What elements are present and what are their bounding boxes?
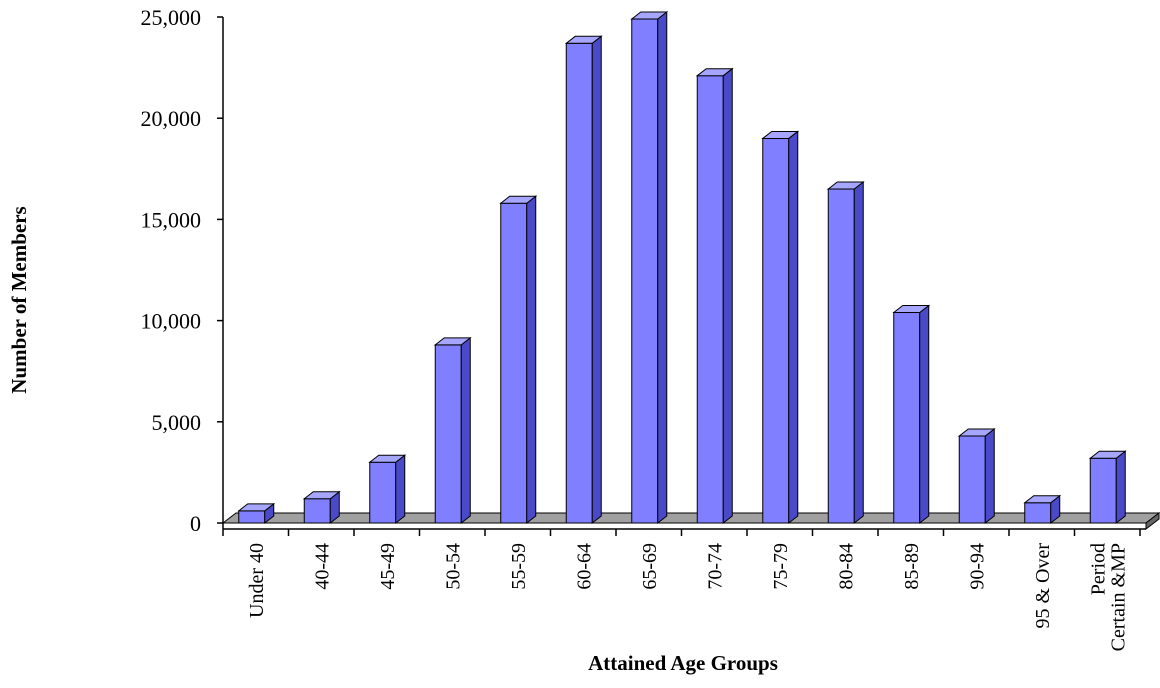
bar-side	[526, 195, 537, 525]
bar-front	[631, 18, 659, 524]
bar-top	[1088, 450, 1127, 459]
bar-side	[984, 427, 995, 525]
bar-top	[368, 454, 407, 463]
bars	[237, 11, 1127, 525]
bar	[761, 130, 800, 525]
y-tick-label: 5,000	[152, 410, 202, 435]
bar	[237, 502, 276, 525]
bar-front	[303, 498, 331, 524]
bar-top	[237, 503, 276, 512]
bar-front	[1089, 457, 1117, 524]
bar	[433, 336, 472, 525]
bar-top	[892, 305, 931, 314]
bar	[1088, 450, 1127, 525]
bar-front	[958, 435, 986, 524]
bar-side	[460, 336, 471, 525]
x-tick-label: 85-89	[901, 543, 923, 590]
x-tick-label: 75-79	[770, 543, 792, 590]
x-tick-label: 90-94	[966, 543, 988, 590]
bar-top	[302, 491, 341, 500]
bar-top	[433, 337, 472, 346]
bar-front	[696, 75, 724, 524]
bar	[499, 195, 538, 525]
y-tick-label: 10,000	[141, 309, 202, 334]
bar-top	[957, 428, 996, 437]
bar	[302, 490, 341, 525]
bar-side	[657, 11, 668, 525]
x-tick-label: 60-64	[573, 543, 595, 590]
bar-top	[564, 35, 603, 44]
x-tick-label: PeriodCertain &MP	[1087, 543, 1129, 651]
x-tick-label: Under 40	[246, 543, 268, 618]
chart-floor	[221, 511, 1160, 531]
bar	[1023, 494, 1062, 525]
bar	[564, 35, 603, 525]
bar-top	[826, 181, 865, 190]
bar-top	[499, 195, 538, 204]
bar-side	[853, 181, 864, 525]
x-tick-label: 50-54	[442, 543, 464, 590]
axes	[217, 16, 1146, 536]
bar-side	[1115, 450, 1126, 525]
x-tick-label: 55-59	[508, 543, 530, 590]
bar-side	[722, 67, 733, 525]
tick-labels: 0 5,000 10,000 15,000 20,000 25,000 Under 40 40…	[141, 5, 1130, 651]
bar-front	[369, 461, 397, 524]
bar	[368, 454, 407, 525]
y-tick-label: 15,000	[141, 207, 202, 232]
bar-side	[591, 35, 602, 525]
bar	[826, 181, 865, 525]
x-tick-label: 95 & Over	[1032, 543, 1054, 629]
bar	[892, 304, 931, 525]
bar-side	[919, 304, 930, 525]
bar-side	[788, 130, 799, 525]
bar-top	[630, 11, 669, 20]
bar-front	[500, 202, 528, 524]
bar	[957, 427, 996, 525]
bar	[630, 11, 669, 525]
bar-front	[827, 188, 855, 524]
y-tick-label: 25,000	[141, 5, 202, 30]
x-tick-label: 80-84	[835, 543, 857, 590]
bar-top	[1023, 495, 1062, 504]
bar-front	[434, 344, 462, 524]
x-tick-label: 65-69	[639, 543, 661, 590]
bar-side	[395, 454, 406, 525]
bar-front	[565, 42, 593, 524]
bar-top	[761, 130, 800, 139]
floor-plane	[221, 512, 1160, 524]
bar-front	[762, 137, 790, 524]
bar-front	[1024, 502, 1052, 524]
bar-front	[893, 312, 921, 524]
y-tick-label: 0	[190, 511, 201, 536]
x-axis-title: Attained Age Groups	[588, 651, 778, 675]
bar	[695, 67, 734, 525]
x-tick-label: 40-44	[311, 543, 333, 590]
bar-top	[695, 68, 734, 77]
y-tick-label: 20,000	[141, 106, 202, 131]
x-tick-label: 70-74	[704, 543, 726, 590]
bar-front	[238, 510, 266, 524]
floor-edge	[1145, 511, 1160, 531]
x-tick-label: 45-49	[377, 543, 399, 590]
y-axis-title: Number of Members	[7, 206, 31, 393]
